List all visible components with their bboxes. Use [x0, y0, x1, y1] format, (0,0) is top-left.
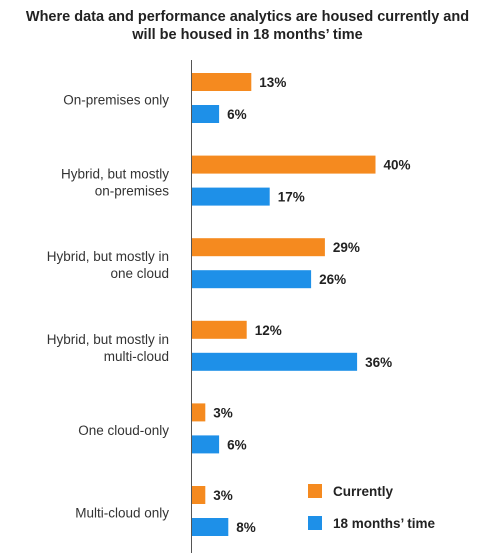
data-label: 26% — [319, 272, 346, 287]
bar-18-months — [191, 105, 220, 123]
chart-title-line-1: Where data and performance analytics are… — [25, 9, 470, 25]
category-label: on-premises — [95, 184, 170, 199]
bar-currently — [191, 403, 206, 422]
data-label: 40% — [384, 158, 411, 173]
data-label: 17% — [278, 190, 305, 205]
bar-currently — [191, 73, 252, 91]
bar-currently — [191, 320, 247, 339]
bar-currently — [191, 486, 206, 504]
category-label: one cloud — [110, 266, 169, 281]
category-label: One cloud-only — [78, 423, 169, 438]
bar-18-months — [191, 187, 270, 206]
legend-label-currently: Currently — [333, 484, 394, 499]
category-label: Multi-cloud only — [75, 506, 169, 521]
bar-currently — [191, 155, 376, 174]
category-label: multi-cloud — [104, 349, 169, 364]
bar-currently — [191, 238, 325, 257]
data-label: 3% — [213, 488, 233, 503]
legend-label-18-months: 18 months’ time — [333, 516, 436, 531]
data-label: 36% — [365, 355, 392, 370]
category-label: Hybrid, but mostly in — [47, 249, 169, 264]
bar-18-months — [191, 518, 229, 536]
bar-18-months — [191, 435, 220, 454]
data-label: 8% — [236, 520, 256, 535]
chart-title-line-2: will be housed in 18 months’ time — [132, 27, 363, 43]
data-label: 29% — [333, 240, 360, 255]
legend-swatch-currently — [308, 484, 322, 498]
legend-swatch-18-months — [308, 516, 322, 530]
data-label: 6% — [227, 107, 247, 122]
category-label: On-premises only — [63, 93, 169, 108]
data-label: 6% — [227, 437, 247, 452]
bar-18-months — [191, 352, 358, 371]
category-label: Hybrid, but mostly — [61, 167, 169, 182]
chart-title: Where data and performance analytics are… — [0, 8, 495, 44]
data-label: 3% — [213, 405, 233, 420]
data-label: 12% — [255, 323, 282, 338]
category-label: Hybrid, but mostly in — [47, 332, 169, 347]
bar-18-months — [191, 270, 312, 289]
data-label: 13% — [259, 75, 286, 90]
